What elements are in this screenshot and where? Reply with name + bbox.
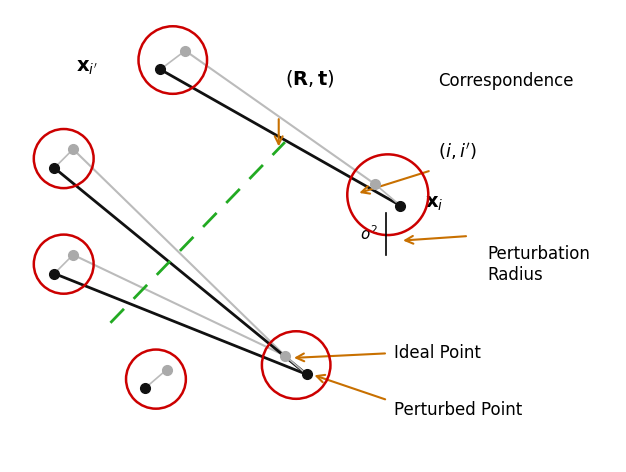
Text: Perturbed Point: Perturbed Point (394, 401, 522, 419)
Text: $\sigma^{2}$: $\sigma^{2}$ (360, 224, 378, 243)
Text: $\mathbf{x}_{i^{\prime}}$: $\mathbf{x}_{i^{\prime}}$ (76, 58, 98, 76)
Text: $(\mathbf{R}, \mathbf{t})$: $(\mathbf{R}, \mathbf{t})$ (285, 68, 335, 89)
Text: Correspondence: Correspondence (438, 72, 573, 90)
Text: Perturbation
Radius: Perturbation Radius (488, 245, 590, 284)
Text: Ideal Point: Ideal Point (394, 344, 481, 362)
Text: $(i, i^{\prime})$: $(i, i^{\prime})$ (438, 141, 477, 162)
Text: $\mathbf{x}_{i}$: $\mathbf{x}_{i}$ (425, 194, 444, 213)
